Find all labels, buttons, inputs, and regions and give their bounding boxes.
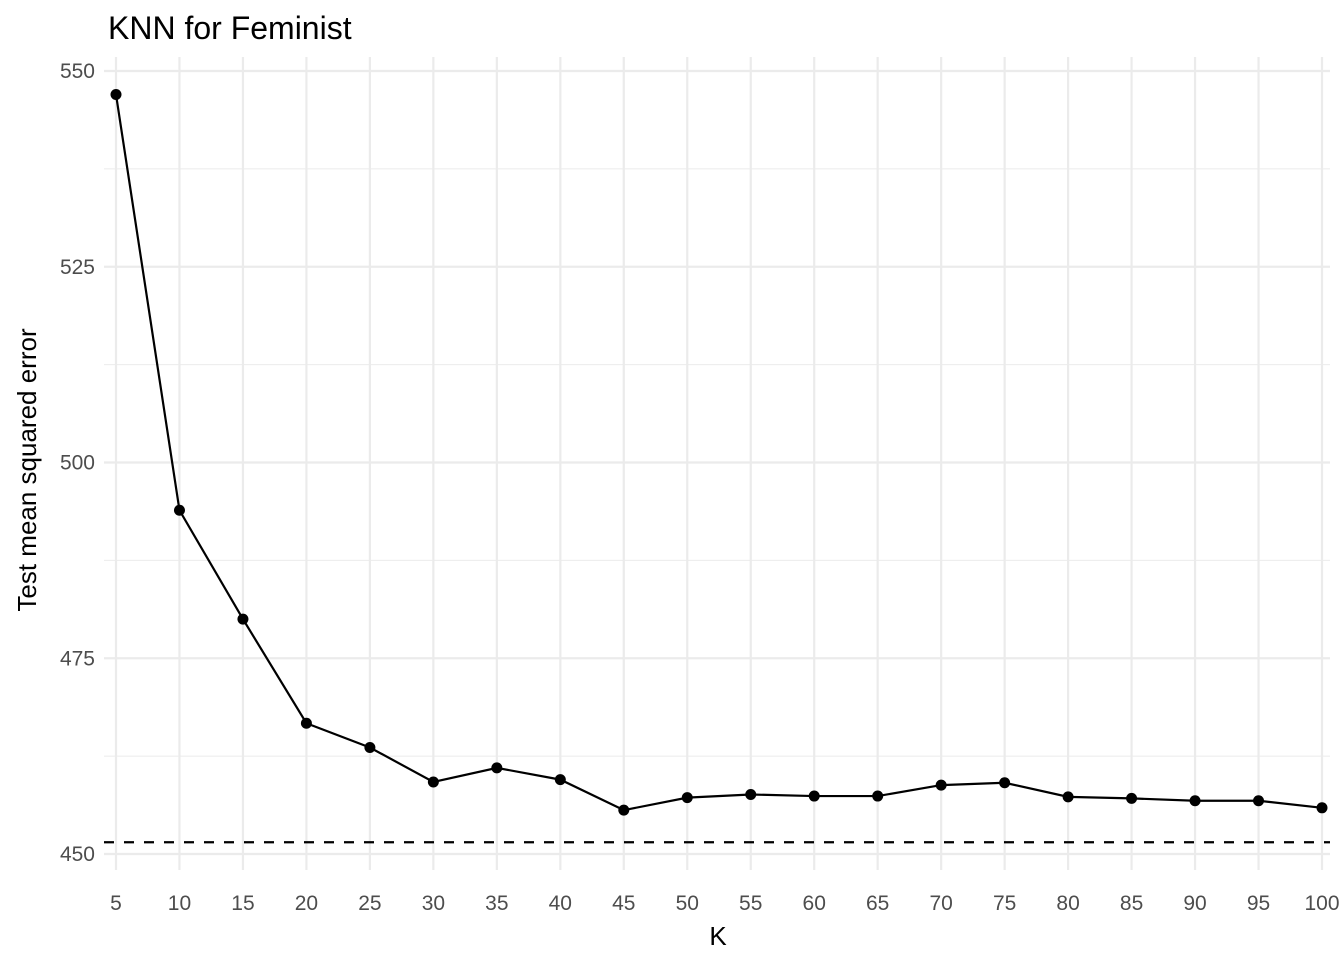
x-tick-label: 25 (358, 892, 381, 915)
x-tick-label: 65 (866, 892, 889, 915)
grid (104, 57, 1330, 870)
x-tick-label: 20 (295, 892, 318, 915)
data-point (110, 88, 122, 100)
x-tick-label: 15 (231, 892, 254, 915)
data-point (554, 774, 566, 786)
x-tick-label: 75 (993, 892, 1016, 915)
y-tick-label: 500 (60, 452, 95, 475)
data-point (872, 790, 884, 802)
series-line (114, 94, 1323, 812)
data-point (427, 776, 439, 788)
x-tick-label: 10 (168, 892, 191, 915)
data-point (300, 717, 312, 729)
x-tick-label: 60 (803, 892, 826, 915)
data-point (1189, 795, 1201, 807)
points-group (110, 88, 1328, 816)
data-point (237, 613, 249, 625)
x-tick-label: 80 (1056, 892, 1079, 915)
data-point (491, 762, 503, 774)
data-point (681, 792, 693, 804)
series-group (114, 94, 1323, 812)
x-tick-label: 30 (422, 892, 445, 915)
x-tick-label: 95 (1247, 892, 1270, 915)
x-tick-label: 90 (1183, 892, 1206, 915)
data-point (999, 777, 1011, 789)
x-tick-label: 100 (1304, 892, 1339, 915)
y-tick-label: 475 (60, 647, 95, 670)
y-tick-label: 525 (60, 256, 95, 279)
data-point (1062, 791, 1074, 803)
x-axis-title: K (709, 921, 727, 951)
data-point (1253, 795, 1265, 807)
data-point (364, 742, 376, 754)
data-point (618, 804, 630, 816)
x-tick-label: 40 (549, 892, 572, 915)
data-point (935, 779, 947, 791)
x-tick-label: 5 (110, 892, 122, 915)
x-tick-label: 55 (739, 892, 762, 915)
data-point (1126, 792, 1138, 804)
data-point (1316, 802, 1328, 814)
data-point (173, 504, 185, 516)
x-tick-label: 45 (612, 892, 635, 915)
x-tick-label: 50 (676, 892, 699, 915)
y-tick-label: 550 (60, 60, 95, 83)
x-tick-label: 70 (929, 892, 952, 915)
data-point (808, 790, 820, 802)
tick-labels: 5 10 15 20 25 30 35 40 45 50 55 60 65 70 75 80 85 90 95 100… (60, 60, 1340, 915)
y-tick-label: 450 (60, 843, 95, 866)
x-tick-label: 35 (485, 892, 508, 915)
chart-title: KNN for Feminist (108, 10, 352, 46)
x-tick-label: 85 (1120, 892, 1143, 915)
y-axis-title: Test mean squared error (12, 328, 42, 612)
data-point (745, 788, 757, 800)
